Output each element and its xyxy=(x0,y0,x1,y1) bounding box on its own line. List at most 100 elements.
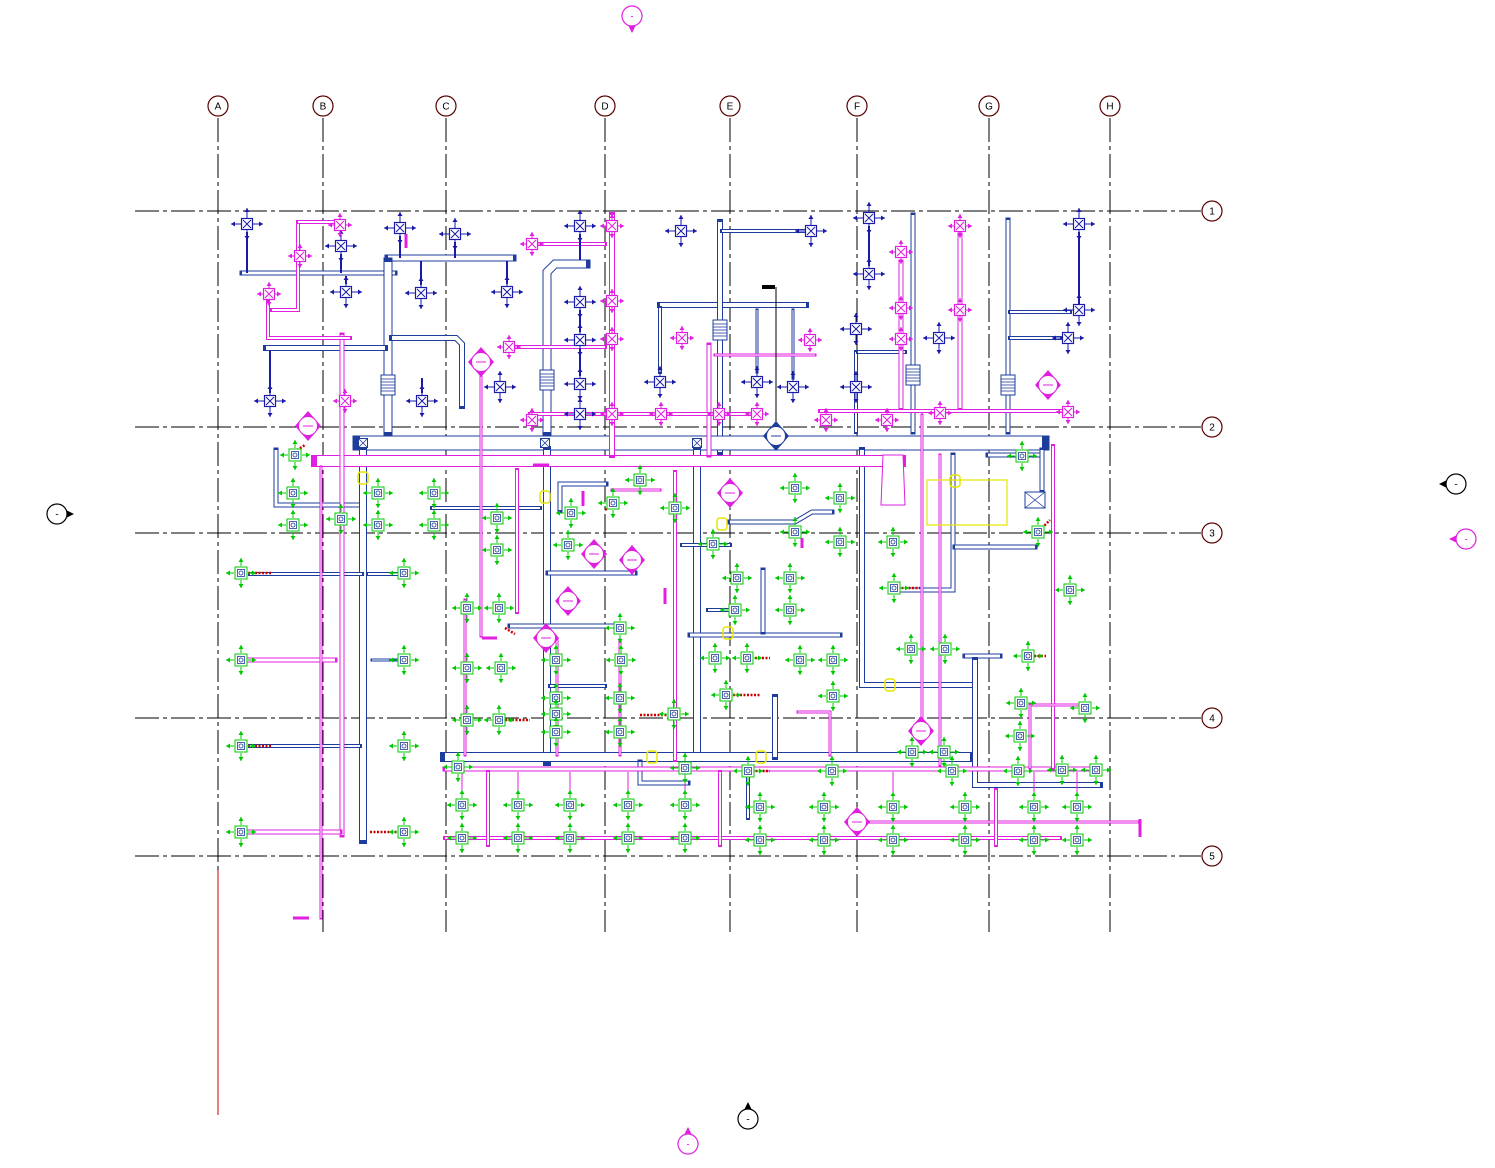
air-terminal[interactable] xyxy=(720,595,750,625)
air-terminal[interactable] xyxy=(700,643,730,673)
air-terminal[interactable] xyxy=(825,527,855,557)
air-terminal[interactable] xyxy=(950,792,980,822)
air-terminal[interactable] xyxy=(419,510,449,540)
grid-column[interactable]: H xyxy=(1099,95,1121,932)
return-grille[interactable] xyxy=(889,296,913,320)
grid-bubble[interactable] xyxy=(435,95,457,117)
supply-diffuser[interactable] xyxy=(254,385,286,417)
supply-diffuser[interactable] xyxy=(923,322,955,354)
section-callout[interactable] xyxy=(581,539,607,569)
return-duct[interactable] xyxy=(266,300,352,340)
air-terminal[interactable] xyxy=(1023,517,1053,547)
supply-diffuser[interactable] xyxy=(491,276,523,308)
supply-duct[interactable] xyxy=(892,452,956,593)
supply-diffuser[interactable] xyxy=(564,368,596,400)
air-terminal[interactable] xyxy=(484,593,514,623)
grid-bubble[interactable] xyxy=(207,95,229,117)
grid-row[interactable]: 1 xyxy=(135,200,1223,222)
air-terminal[interactable] xyxy=(897,737,927,767)
duct-fitting[interactable] xyxy=(539,490,551,504)
supply-diffuser[interactable] xyxy=(840,313,872,345)
grid-bubble[interactable] xyxy=(1099,95,1121,117)
damper[interactable] xyxy=(1024,491,1046,509)
air-terminal[interactable] xyxy=(625,465,655,495)
air-terminal[interactable] xyxy=(447,790,477,820)
view-marker-circle[interactable] xyxy=(737,1108,759,1130)
air-terminal[interactable] xyxy=(452,653,482,683)
air-terminal[interactable] xyxy=(825,483,855,513)
damper[interactable] xyxy=(358,438,368,448)
duct-fitting[interactable] xyxy=(646,750,658,764)
view-marker-circle[interactable] xyxy=(677,1133,699,1155)
air-terminal[interactable] xyxy=(878,825,908,855)
air-terminal[interactable] xyxy=(950,825,980,855)
section-callout[interactable] xyxy=(468,347,494,377)
air-terminal[interactable] xyxy=(1055,575,1085,605)
return-grille[interactable] xyxy=(257,282,281,306)
air-terminal[interactable] xyxy=(1070,693,1100,723)
supply-duct[interactable] xyxy=(273,447,365,508)
air-terminal[interactable] xyxy=(1019,825,1049,855)
air-terminal[interactable] xyxy=(541,645,571,675)
air-terminal[interactable] xyxy=(785,645,815,675)
section-callout[interactable] xyxy=(763,421,789,451)
air-terminal[interactable] xyxy=(613,823,643,853)
air-terminal[interactable] xyxy=(722,563,752,593)
return-grille[interactable] xyxy=(600,402,624,426)
supply-diffuser[interactable] xyxy=(564,324,596,356)
air-terminal[interactable] xyxy=(878,792,908,822)
supply-diffuser[interactable] xyxy=(1063,294,1095,326)
air-terminal[interactable] xyxy=(896,634,926,664)
air-terminal[interactable] xyxy=(660,493,690,523)
air-terminal[interactable] xyxy=(389,731,419,761)
return-grille[interactable] xyxy=(889,240,913,264)
section-callout[interactable] xyxy=(717,478,743,508)
duct-flex-connection[interactable] xyxy=(380,374,396,396)
air-terminal[interactable] xyxy=(670,823,700,853)
supply-diffuser[interactable] xyxy=(564,286,596,318)
air-terminal[interactable] xyxy=(809,792,839,822)
return-grille[interactable] xyxy=(670,326,694,350)
air-terminal[interactable] xyxy=(937,756,967,786)
supply-diffuser[interactable] xyxy=(330,276,362,308)
return-grille[interactable] xyxy=(948,298,972,322)
air-terminal[interactable] xyxy=(503,823,533,853)
air-terminal[interactable] xyxy=(775,563,805,593)
grid-bubble[interactable] xyxy=(1201,200,1223,222)
supply-duct[interactable] xyxy=(727,509,835,525)
air-terminal[interactable] xyxy=(1006,688,1036,718)
air-terminal[interactable] xyxy=(879,573,909,603)
duct-transition[interactable] xyxy=(880,454,906,506)
flex-duct[interactable] xyxy=(504,626,516,636)
return-grille[interactable] xyxy=(928,401,952,425)
air-terminal[interactable] xyxy=(733,756,763,786)
grid-column[interactable]: E xyxy=(719,95,741,932)
supply-diffuser[interactable] xyxy=(665,215,697,247)
return-grille[interactable] xyxy=(328,213,352,237)
return-grille[interactable] xyxy=(875,408,899,432)
equipment-unit[interactable] xyxy=(926,479,1008,526)
air-terminal[interactable] xyxy=(1013,641,1043,671)
air-terminal[interactable] xyxy=(929,737,959,767)
view-marker[interactable]: - xyxy=(46,503,74,525)
air-terminal[interactable] xyxy=(780,517,810,547)
return-grille[interactable] xyxy=(707,402,731,426)
air-terminal[interactable] xyxy=(1047,755,1077,785)
supply-diffuser[interactable] xyxy=(795,215,827,247)
grid-row[interactable]: 3 xyxy=(135,522,1223,544)
air-terminal[interactable] xyxy=(1003,756,1033,786)
grid-column[interactable]: B xyxy=(312,95,334,932)
air-terminal[interactable] xyxy=(878,527,908,557)
air-terminal[interactable] xyxy=(605,717,635,747)
air-terminal[interactable] xyxy=(698,529,728,559)
return-grille[interactable] xyxy=(520,232,544,256)
air-terminal[interactable] xyxy=(555,790,585,820)
grid-bubble[interactable] xyxy=(1201,707,1223,729)
air-terminal[interactable] xyxy=(711,680,741,710)
air-terminal[interactable] xyxy=(818,681,848,711)
grid-row[interactable]: 5 xyxy=(135,845,1223,867)
view-marker-circle[interactable] xyxy=(1445,473,1467,495)
section-callout[interactable] xyxy=(533,623,559,653)
air-terminal[interactable] xyxy=(482,535,512,565)
